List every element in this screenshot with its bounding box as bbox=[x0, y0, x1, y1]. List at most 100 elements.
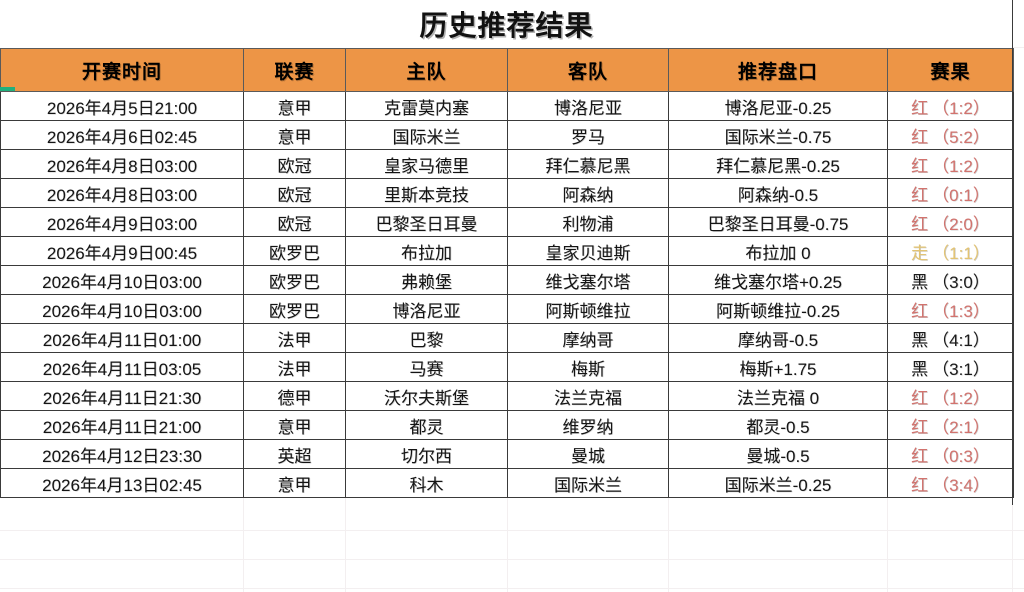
cell-recommended-line[interactable]: 巴黎圣日耳曼-0.75 bbox=[668, 207, 888, 237]
cell-league[interactable]: 意甲 bbox=[243, 468, 346, 498]
cell-away-team[interactable]: 皇家贝迪斯 bbox=[507, 236, 669, 266]
cell-away-team[interactable]: 国际米兰 bbox=[507, 468, 669, 498]
cell-result[interactable]: 红（0:3） bbox=[887, 439, 1014, 469]
cell-league[interactable]: 意甲 bbox=[243, 120, 346, 150]
cell-match-time[interactable]: 2026年4月13日02:45 bbox=[0, 468, 244, 498]
cell-league[interactable]: 欧冠 bbox=[243, 178, 346, 208]
table-row[interactable]: 2026年4月11日21:00 意甲 都灵 维罗纳 都灵-0.5 红（2:1） bbox=[0, 410, 1014, 440]
table-row[interactable]: 2026年4月8日03:00 欧冠 里斯本竞技 阿森纳 阿森纳-0.5 红（0:1） bbox=[0, 178, 1014, 208]
column-header-result[interactable]: 赛果 bbox=[887, 48, 1014, 92]
cell-league[interactable]: 意甲 bbox=[243, 410, 346, 440]
column-header-away[interactable]: 客队 bbox=[507, 48, 669, 92]
cell-home-team[interactable]: 国际米兰 bbox=[345, 120, 508, 150]
cell-match-time[interactable]: 2026年4月11日01:00 bbox=[0, 323, 244, 353]
cell-league[interactable]: 英超 bbox=[243, 439, 346, 469]
cell-away-team[interactable]: 维罗纳 bbox=[507, 410, 669, 440]
cell-match-time[interactable]: 2026年4月8日03:00 bbox=[0, 178, 244, 208]
cell-home-team[interactable]: 都灵 bbox=[345, 410, 508, 440]
cell-match-time[interactable]: 2026年4月11日03:05 bbox=[0, 352, 244, 382]
cell-home-team[interactable]: 巴黎 bbox=[345, 323, 508, 353]
cell-result[interactable]: 黑（3:1） bbox=[887, 352, 1014, 382]
cell-result[interactable]: 走（1:1） bbox=[887, 236, 1014, 266]
cell-home-team[interactable]: 科木 bbox=[345, 468, 508, 498]
cell-recommended-line[interactable]: 梅斯+1.75 bbox=[668, 352, 888, 382]
column-header-line[interactable]: 推荐盘口 bbox=[668, 48, 888, 92]
cell-recommended-line[interactable]: 拜仁慕尼黑-0.25 bbox=[668, 149, 888, 179]
cell-result[interactable]: 红（1:2） bbox=[887, 381, 1014, 411]
cell-home-team[interactable]: 克雷莫内塞 bbox=[345, 91, 508, 121]
column-header-home[interactable]: 主队 bbox=[345, 48, 508, 92]
cell-recommended-line[interactable]: 博洛尼亚-0.25 bbox=[668, 91, 888, 121]
cell-match-time[interactable]: 2026年4月8日03:00 bbox=[0, 149, 244, 179]
table-row[interactable]: 2026年4月10日03:00 欧罗巴 博洛尼亚 阿斯顿维拉 阿斯顿维拉-0.25 红（1… bbox=[0, 294, 1014, 324]
cell-recommended-line[interactable]: 阿斯顿维拉-0.25 bbox=[668, 294, 888, 324]
cell-recommended-line[interactable]: 曼城-0.5 bbox=[668, 439, 888, 469]
cell-league[interactable]: 德甲 bbox=[243, 381, 346, 411]
cell-result[interactable]: 红（1:2） bbox=[887, 91, 1014, 121]
cell-away-team[interactable]: 曼城 bbox=[507, 439, 669, 469]
cell-league[interactable]: 法甲 bbox=[243, 352, 346, 382]
cell-away-team[interactable]: 罗马 bbox=[507, 120, 669, 150]
table-row[interactable]: 2026年4月11日21:30 德甲 沃尔夫斯堡 法兰克福 法兰克福 0 红（1:2） bbox=[0, 381, 1014, 411]
column-header-time[interactable]: 开赛时间 bbox=[0, 48, 244, 92]
cell-recommended-line[interactable]: 国际米兰-0.75 bbox=[668, 120, 888, 150]
cell-away-team[interactable]: 阿斯顿维拉 bbox=[507, 294, 669, 324]
cell-league[interactable]: 欧罗巴 bbox=[243, 265, 346, 295]
cell-league[interactable]: 欧冠 bbox=[243, 149, 346, 179]
cell-away-team[interactable]: 博洛尼亚 bbox=[507, 91, 669, 121]
cell-recommended-line[interactable]: 布拉加 0 bbox=[668, 236, 888, 266]
cell-recommended-line[interactable]: 都灵-0.5 bbox=[668, 410, 888, 440]
cell-home-team[interactable]: 布拉加 bbox=[345, 236, 508, 266]
cell-home-team[interactable]: 巴黎圣日耳曼 bbox=[345, 207, 508, 237]
cell-league[interactable]: 法甲 bbox=[243, 323, 346, 353]
cell-result[interactable]: 红（1:3） bbox=[887, 294, 1014, 324]
table-row[interactable]: 2026年4月10日03:00 欧罗巴 弗赖堡 维戈塞尔塔 维戈塞尔塔+0.25 黑（3:… bbox=[0, 265, 1014, 295]
cell-home-team[interactable]: 皇家马德里 bbox=[345, 149, 508, 179]
cell-away-team[interactable]: 法兰克福 bbox=[507, 381, 669, 411]
cell-result[interactable]: 黑（4:1） bbox=[887, 323, 1014, 353]
cell-home-team[interactable]: 马赛 bbox=[345, 352, 508, 382]
cell-result[interactable]: 红（5:2） bbox=[887, 120, 1014, 150]
cell-match-time[interactable]: 2026年4月12日23:30 bbox=[0, 439, 244, 469]
cell-home-team[interactable]: 切尔西 bbox=[345, 439, 508, 469]
cell-recommended-line[interactable]: 摩纳哥-0.5 bbox=[668, 323, 888, 353]
cell-match-time[interactable]: 2026年4月11日21:00 bbox=[0, 410, 244, 440]
cell-result[interactable]: 黑（3:0） bbox=[887, 265, 1014, 295]
table-row[interactable]: 2026年4月13日02:45 意甲 科木 国际米兰 国际米兰-0.25 红（3:4） bbox=[0, 468, 1014, 498]
cell-result[interactable]: 红（3:4） bbox=[887, 468, 1014, 498]
table-row[interactable]: 2026年4月12日23:30 英超 切尔西 曼城 曼城-0.5 红（0:3） bbox=[0, 439, 1014, 469]
cell-match-time[interactable]: 2026年4月9日03:00 bbox=[0, 207, 244, 237]
table-row[interactable]: 2026年4月11日01:00 法甲 巴黎 摩纳哥 摩纳哥-0.5 黑（4:1） bbox=[0, 323, 1014, 353]
table-row[interactable]: 2026年4月8日03:00 欧冠 皇家马德里 拜仁慕尼黑 拜仁慕尼黑-0.25 红（1:… bbox=[0, 149, 1014, 179]
cell-home-team[interactable]: 沃尔夫斯堡 bbox=[345, 381, 508, 411]
cell-away-team[interactable]: 梅斯 bbox=[507, 352, 669, 382]
cell-result[interactable]: 红（2:1） bbox=[887, 410, 1014, 440]
table-row[interactable]: 2026年4月5日21:00 意甲 克雷莫内塞 博洛尼亚 博洛尼亚-0.25 红（1:2） bbox=[0, 91, 1014, 121]
cell-away-team[interactable]: 利物浦 bbox=[507, 207, 669, 237]
cell-recommended-line[interactable]: 阿森纳-0.5 bbox=[668, 178, 888, 208]
cell-home-team[interactable]: 博洛尼亚 bbox=[345, 294, 508, 324]
cell-away-team[interactable]: 拜仁慕尼黑 bbox=[507, 149, 669, 179]
cell-result[interactable]: 红（2:0） bbox=[887, 207, 1014, 237]
cell-result[interactable]: 红（0:1） bbox=[887, 178, 1014, 208]
cell-home-team[interactable]: 里斯本竞技 bbox=[345, 178, 508, 208]
table-row[interactable]: 2026年4月9日00:45 欧罗巴 布拉加 皇家贝迪斯 布拉加 0 走（1:1） bbox=[0, 236, 1014, 266]
cell-match-time[interactable]: 2026年4月9日00:45 bbox=[0, 236, 244, 266]
cell-recommended-line[interactable]: 国际米兰-0.25 bbox=[668, 468, 888, 498]
cell-recommended-line[interactable]: 法兰克福 0 bbox=[668, 381, 888, 411]
table-row[interactable]: 2026年4月9日03:00 欧冠 巴黎圣日耳曼 利物浦 巴黎圣日耳曼-0.75 红（2:… bbox=[0, 207, 1014, 237]
cell-league[interactable]: 欧冠 bbox=[243, 207, 346, 237]
cell-away-team[interactable]: 摩纳哥 bbox=[507, 323, 669, 353]
cell-match-time[interactable]: 2026年4月10日03:00 bbox=[0, 294, 244, 324]
cell-away-team[interactable]: 维戈塞尔塔 bbox=[507, 265, 669, 295]
table-row[interactable]: 2026年4月6日02:45 意甲 国际米兰 罗马 国际米兰-0.75 红（5:2） bbox=[0, 120, 1014, 150]
cell-result[interactable]: 红（1:2） bbox=[887, 149, 1014, 179]
cell-league[interactable]: 欧罗巴 bbox=[243, 294, 346, 324]
table-row[interactable]: 2026年4月11日03:05 法甲 马赛 梅斯 梅斯+1.75 黑（3:1） bbox=[0, 352, 1014, 382]
cell-home-team[interactable]: 弗赖堡 bbox=[345, 265, 508, 295]
cell-recommended-line[interactable]: 维戈塞尔塔+0.25 bbox=[668, 265, 888, 295]
cell-league[interactable]: 欧罗巴 bbox=[243, 236, 346, 266]
cell-away-team[interactable]: 阿森纳 bbox=[507, 178, 669, 208]
cell-match-time[interactable]: 2026年4月6日02:45 bbox=[0, 120, 244, 150]
cell-match-time[interactable]: 2026年4月11日21:30 bbox=[0, 381, 244, 411]
